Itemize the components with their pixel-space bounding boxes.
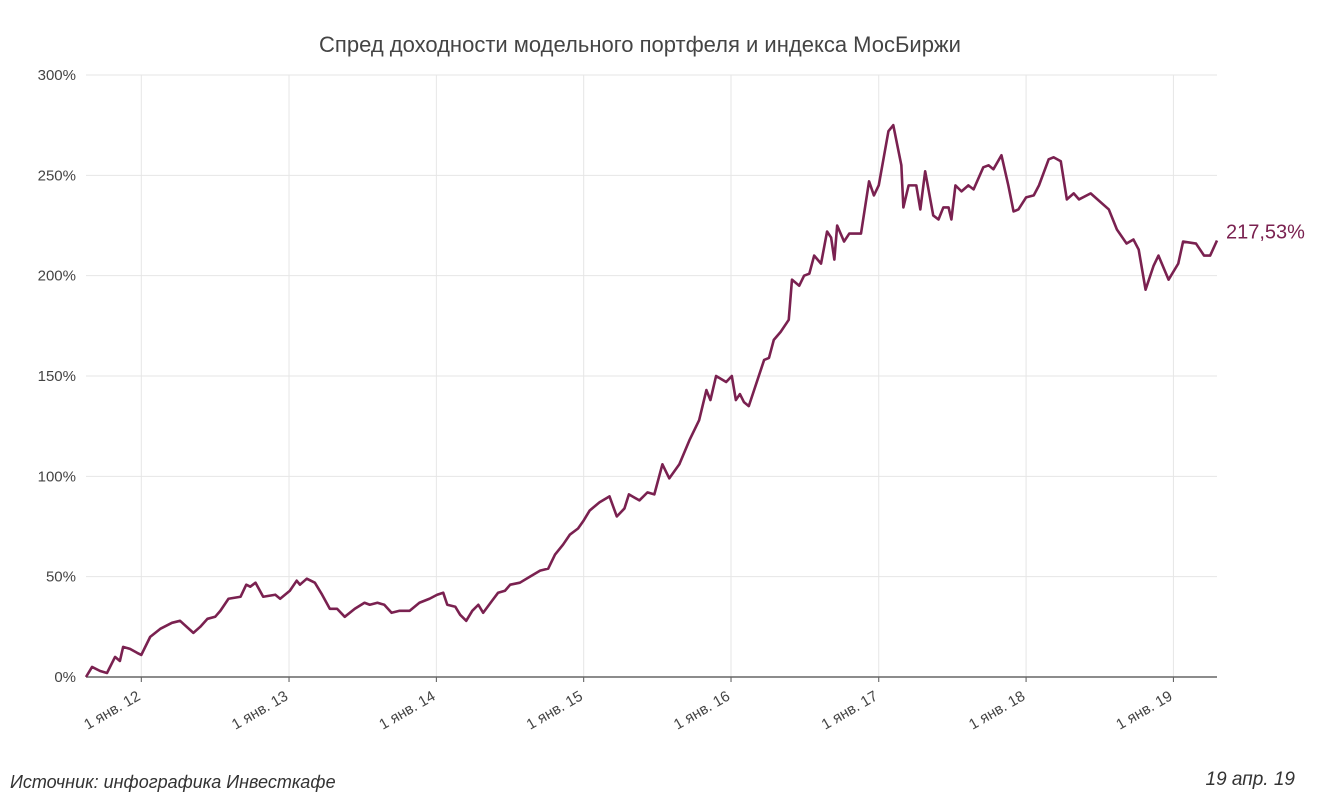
- date-note: 19 апр. 19: [1206, 769, 1296, 790]
- y-tick-label: 100%: [38, 468, 76, 485]
- data-line: [84, 123, 1219, 678]
- source-note: Источник: инфографика Инвесткафе: [10, 772, 336, 792]
- y-tick-label: 250%: [38, 167, 76, 184]
- y-tick-label: 50%: [46, 569, 76, 586]
- y-tick-label: 0%: [54, 669, 76, 686]
- y-tick-label: 200%: [38, 268, 76, 285]
- y-tick-label: 300%: [38, 67, 76, 84]
- y-tick-label: 150%: [38, 368, 76, 385]
- chart-title: Спред доходности модельного портфеля и и…: [319, 32, 961, 57]
- value-label: 217,53%: [1226, 221, 1305, 243]
